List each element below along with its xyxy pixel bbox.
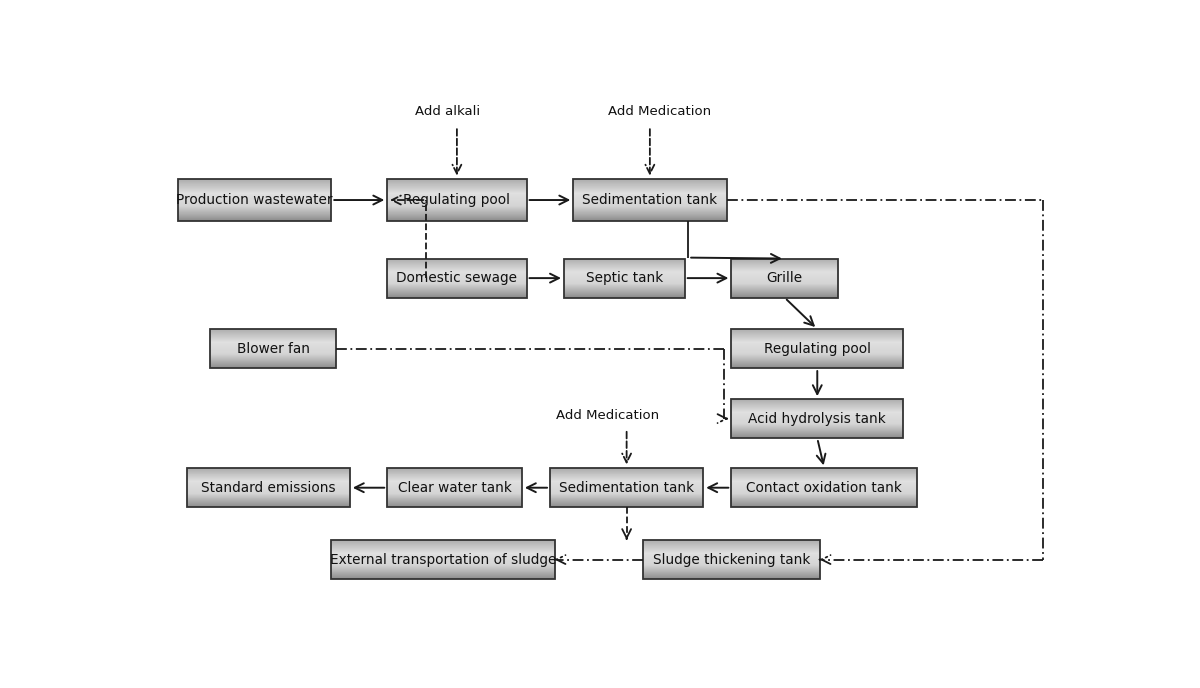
Text: Clear water tank: Clear water tank (397, 481, 511, 495)
Text: Regulating pool: Regulating pool (763, 341, 871, 356)
Bar (187, 468, 350, 507)
Bar (731, 468, 917, 507)
Text: Add Medication: Add Medication (607, 105, 710, 118)
Text: Grille: Grille (767, 271, 803, 285)
Bar (643, 540, 820, 579)
Text: External transportation of sludge: External transportation of sludge (330, 552, 556, 567)
Text: Sedimentation tank: Sedimentation tank (582, 193, 718, 207)
Text: Blower fan: Blower fan (236, 341, 310, 356)
Bar (550, 468, 703, 507)
Text: Regulating pool: Regulating pool (403, 193, 510, 207)
Bar (731, 329, 904, 368)
Text: Sedimentation tank: Sedimentation tank (559, 481, 694, 495)
Bar (731, 259, 839, 298)
Text: Standard emissions: Standard emissions (202, 481, 336, 495)
Text: Production wastewater: Production wastewater (176, 193, 332, 207)
Bar (388, 259, 527, 298)
Text: Domestic sewage: Domestic sewage (396, 271, 517, 285)
Text: Add alkali: Add alkali (415, 105, 480, 118)
Bar (574, 180, 727, 221)
Text: Add Medication: Add Medication (557, 409, 660, 422)
Text: Septic tank: Septic tank (586, 271, 662, 285)
Text: Contact oxidation tank: Contact oxidation tank (746, 481, 902, 495)
Bar (564, 259, 685, 298)
Bar (331, 540, 554, 579)
Bar (210, 329, 336, 368)
Text: Acid hydrolysis tank: Acid hydrolysis tank (749, 411, 886, 426)
Bar (388, 468, 522, 507)
Bar (178, 180, 331, 221)
Text: Sludge thickening tank: Sludge thickening tank (653, 552, 810, 567)
Bar (388, 180, 527, 221)
Bar (731, 399, 904, 438)
